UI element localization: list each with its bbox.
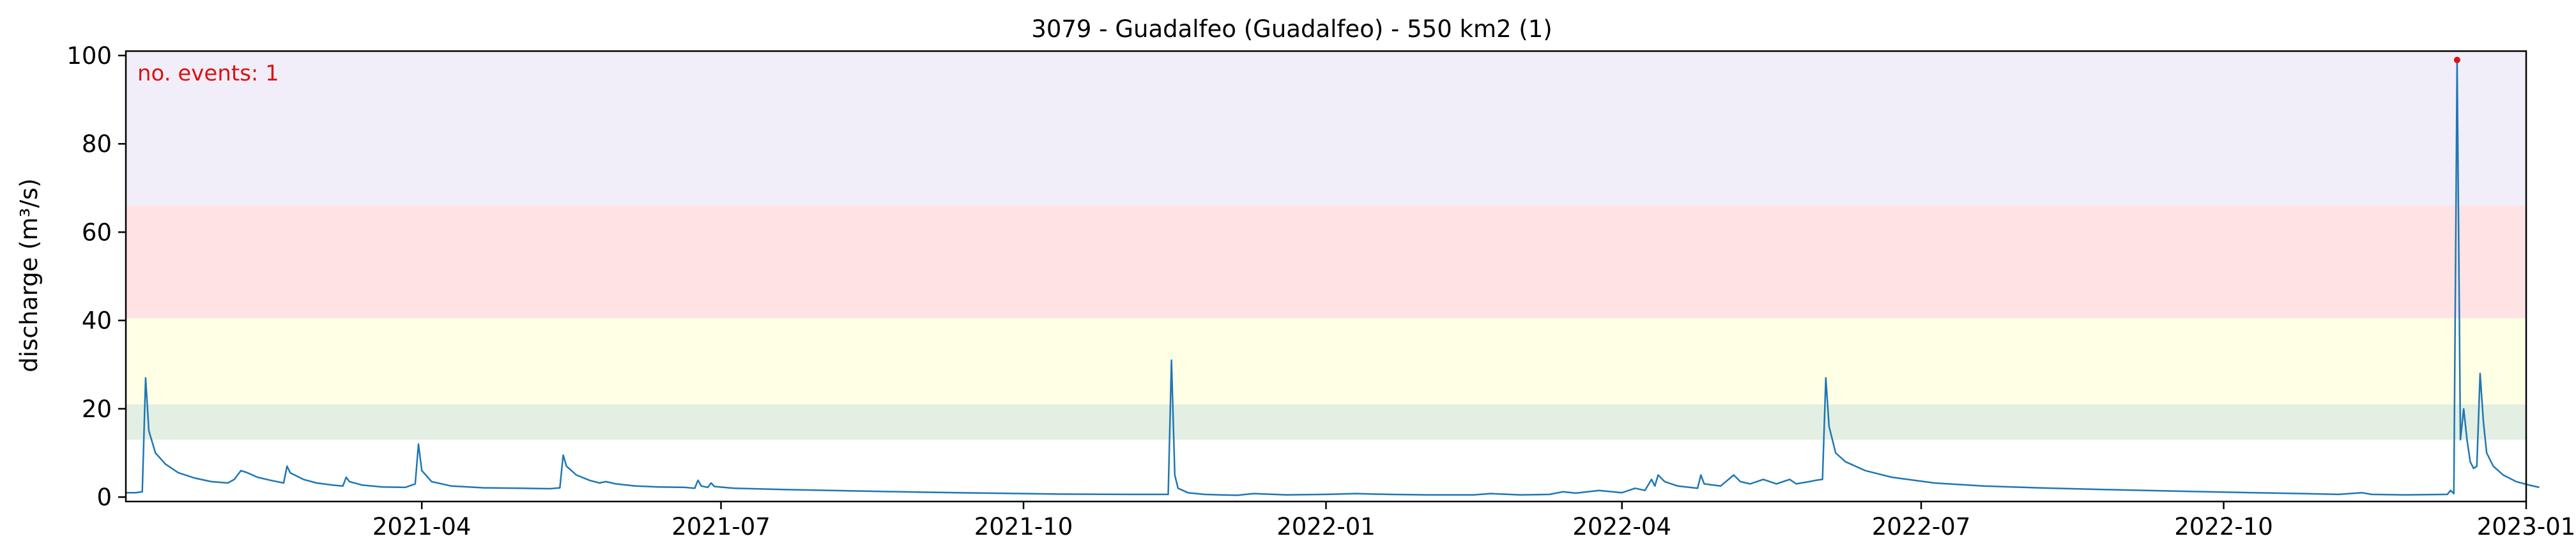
x-tick-label: 2022-10: [2174, 513, 2273, 540]
x-tick-label: 2021-04: [372, 513, 471, 540]
chart-title: 3079 - Guadalfeo (Guadalfeo) - 550 km2 (…: [1031, 15, 1552, 43]
y-tick-label: 60: [82, 218, 112, 246]
y-axis: 0 20 40 60 80 100: [66, 42, 126, 511]
series-layer: [126, 59, 2540, 496]
x-tick-label: 2021-07: [671, 513, 770, 540]
threshold-band-2: [126, 205, 2526, 319]
threshold-band-1: [126, 318, 2526, 404]
event-markers: [2453, 56, 2460, 63]
y-tick-label: 80: [82, 130, 112, 158]
events-annotation: no. events: 1: [137, 61, 279, 86]
x-tick-label: 2022-04: [1572, 513, 1671, 540]
threshold-bands: [126, 51, 2526, 440]
y-tick-label: 0: [96, 484, 112, 511]
x-tick-label: 2023-01: [2477, 513, 2576, 540]
event-point-0: [2453, 56, 2460, 63]
y-tick-label: 20: [82, 395, 112, 423]
x-tick-label: 2022-07: [1872, 513, 1971, 540]
series-line-0: [126, 59, 2540, 496]
threshold-band-0: [126, 404, 2526, 440]
x-tick-label: 2022-01: [1276, 513, 1376, 540]
threshold-band-3: [126, 51, 2526, 206]
y-tick-label: 40: [82, 307, 112, 335]
x-axis: 2021-04 2021-07 2021-10 2022-01 2022-04 2022-…: [372, 502, 2575, 540]
y-axis-label: discharge (m³/s): [15, 178, 43, 372]
y-tick-label: 100: [66, 42, 112, 70]
x-tick-label: 2021-10: [974, 513, 1073, 540]
